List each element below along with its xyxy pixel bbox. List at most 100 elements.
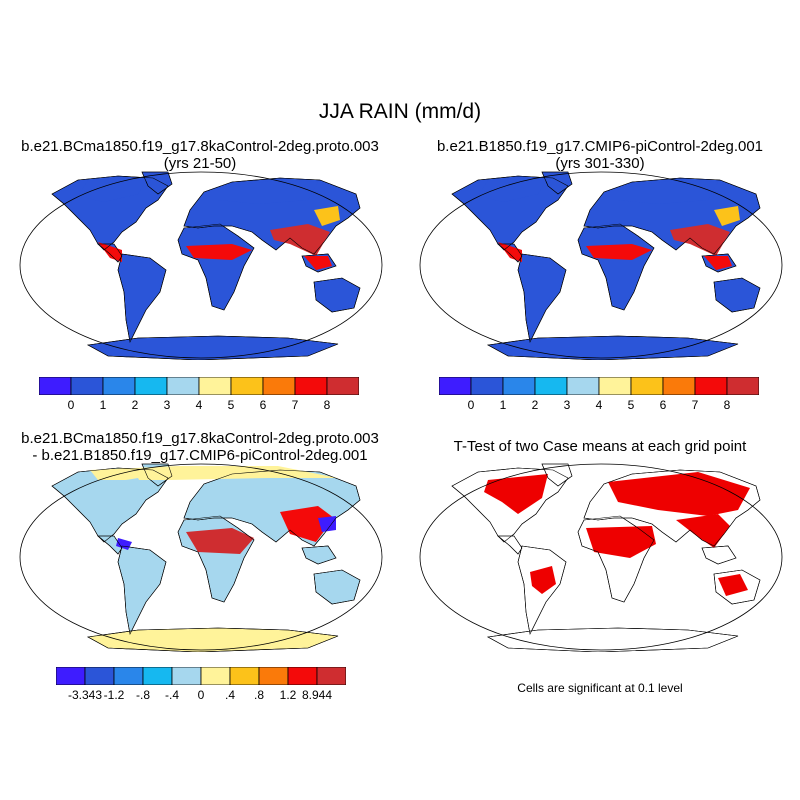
coastline-south-america: [517, 545, 567, 635]
region-sig-south-america: [530, 566, 556, 594]
region-east-asia-rain: [714, 206, 740, 226]
coastline-north-america: [51, 467, 169, 543]
colorbar-swatch: [229, 667, 260, 685]
case-mean-title-line1: b.e21.BCma1850.f19_g17.8kaControl-2deg.p…: [21, 138, 379, 155]
coastline-antarctica: [87, 335, 339, 360]
colorbar-swatch: [262, 377, 296, 395]
map-ttest: [419, 463, 783, 652]
colorbar-swatch: [56, 667, 86, 685]
colorbar-swatch: [287, 667, 318, 685]
colorbar-swatch: [470, 377, 504, 395]
coastline-africa: [177, 223, 255, 311]
coastline-central-america: [97, 535, 123, 555]
colorbar-swatches: [56, 667, 346, 685]
region-south-asia-monsoon: [670, 224, 730, 256]
difference-title-line2: - b.e21.B1850.f19_g17.CMIP6-piControl-2d…: [32, 447, 368, 464]
colorbar-tick-label: 4: [195, 398, 203, 412]
region-sig-north-america: [484, 474, 548, 514]
region-northern-eurasia: [218, 180, 318, 204]
region-sig-south-asia: [676, 514, 730, 548]
coastline-africa: [577, 223, 655, 311]
map-control-mean: [419, 171, 783, 360]
colorbar-tick-label: 5: [627, 398, 635, 412]
colorbar-tick-label: 7: [691, 398, 699, 412]
colorbar-swatch: [630, 377, 664, 395]
coastline-south-america: [517, 253, 567, 343]
colorbar-swatch: [534, 377, 568, 395]
colorbar-swatch: [294, 377, 328, 395]
colorbar-swatch: [566, 377, 600, 395]
region-sahel-wet: [186, 528, 254, 554]
coastline-australia: [713, 277, 761, 313]
control-mean-title-line2: (yrs 301-330): [555, 155, 645, 172]
colorbar-swatch: [198, 377, 232, 395]
colorbar-tick-label: 4: [595, 398, 603, 412]
colorbar-swatch: [598, 377, 632, 395]
colorbar-swatch: [200, 667, 231, 685]
coastline-north-america: [51, 175, 169, 251]
coastline-central-america: [497, 535, 523, 555]
colorbar-swatches: [439, 377, 759, 395]
colorbar-tick-label: 1: [99, 398, 107, 412]
coastline-africa: [177, 515, 255, 603]
map-border: [19, 171, 383, 359]
colorbar-tick-label: 0: [67, 398, 75, 412]
region-tropical-america: [498, 242, 522, 262]
coastline-south-america: [117, 545, 167, 635]
panel-title-control-mean: b.e21.B1850.f19_g17.CMIP6-piControl-2deg…: [400, 138, 800, 172]
coastline-maritime-continent: [701, 545, 737, 565]
map-border: [419, 463, 783, 651]
colorbar-swatch: [113, 667, 144, 685]
difference-title-line1: b.e21.BCma1850.f19_g17.8kaControl-2deg.p…: [21, 430, 379, 447]
case-mean-title-line2: (yrs 21-50): [163, 155, 237, 172]
colorbar-tick-label: 8.944: [301, 688, 333, 702]
colorbar-swatch: [230, 377, 264, 395]
region-east-asia-dry: [318, 516, 336, 532]
map-case-mean: [19, 171, 383, 360]
coastline-eurasia: [183, 469, 361, 547]
coastline-maritime-continent: [301, 545, 337, 565]
region-south-asia-monsoon: [270, 224, 330, 256]
region-sig-australia: [718, 574, 748, 596]
colorbar-tick-label: 1: [499, 398, 507, 412]
coastline-maritime-continent: [301, 253, 337, 273]
colorbar-swatch: [134, 377, 168, 395]
colorbar-swatches: [39, 377, 359, 395]
coastline-australia: [313, 569, 361, 605]
region-maritime-rain: [304, 256, 332, 270]
map-border: [19, 463, 383, 651]
panel-title-difference: b.e21.BCma1850.f19_g17.8kaControl-2deg.p…: [0, 430, 400, 464]
colorbar-swatch: [258, 667, 289, 685]
region-sahel-rain-belt: [586, 244, 652, 260]
colorbar-tick-label: 6: [259, 398, 267, 412]
colorbar-swatch: [694, 377, 728, 395]
colorbar-swatch: [726, 377, 759, 395]
region-sig-eurasia: [608, 472, 750, 516]
colorbar-tick-label: -1.2: [103, 688, 125, 702]
coastline-australia: [713, 569, 761, 605]
region-north-america-wet: [90, 478, 146, 506]
coastline-north-america: [451, 175, 569, 251]
panel-title-case-mean: b.e21.BCma1850.f19_g17.8kaControl-2deg.p…: [0, 138, 400, 172]
region-antarctica-wet: [90, 630, 328, 650]
region-east-asia-rain: [314, 206, 340, 226]
colorbar-tick-label: 0: [197, 688, 205, 702]
coastline-greenland: [541, 463, 573, 487]
coastline-greenland: [141, 463, 173, 487]
colorbar-tick-label: 3: [563, 398, 571, 412]
region-sahel-rain-belt: [186, 244, 252, 260]
colorbar-swatch: [662, 377, 696, 395]
coastline-africa: [577, 515, 655, 603]
map-difference: [19, 463, 383, 652]
coastline-greenland: [141, 171, 173, 195]
colorbar-tick-label: -3.343: [67, 688, 103, 702]
colorbar-difference: -3.343 -1.2 -.8 -.4 0 .4 .8 1.2 8.944: [56, 667, 346, 702]
colorbar-tick-label: -.8: [135, 688, 151, 702]
colorbar-swatch: [326, 377, 359, 395]
region-sig-sahel: [586, 526, 656, 558]
coastline-australia: [313, 277, 361, 313]
colorbar-tick-label: 0: [467, 398, 475, 412]
panel-title-ttest: T-Test of two Case means at each grid po…: [453, 438, 747, 455]
region-maritime-rain: [704, 256, 732, 270]
coastline-north-america: [451, 467, 569, 543]
